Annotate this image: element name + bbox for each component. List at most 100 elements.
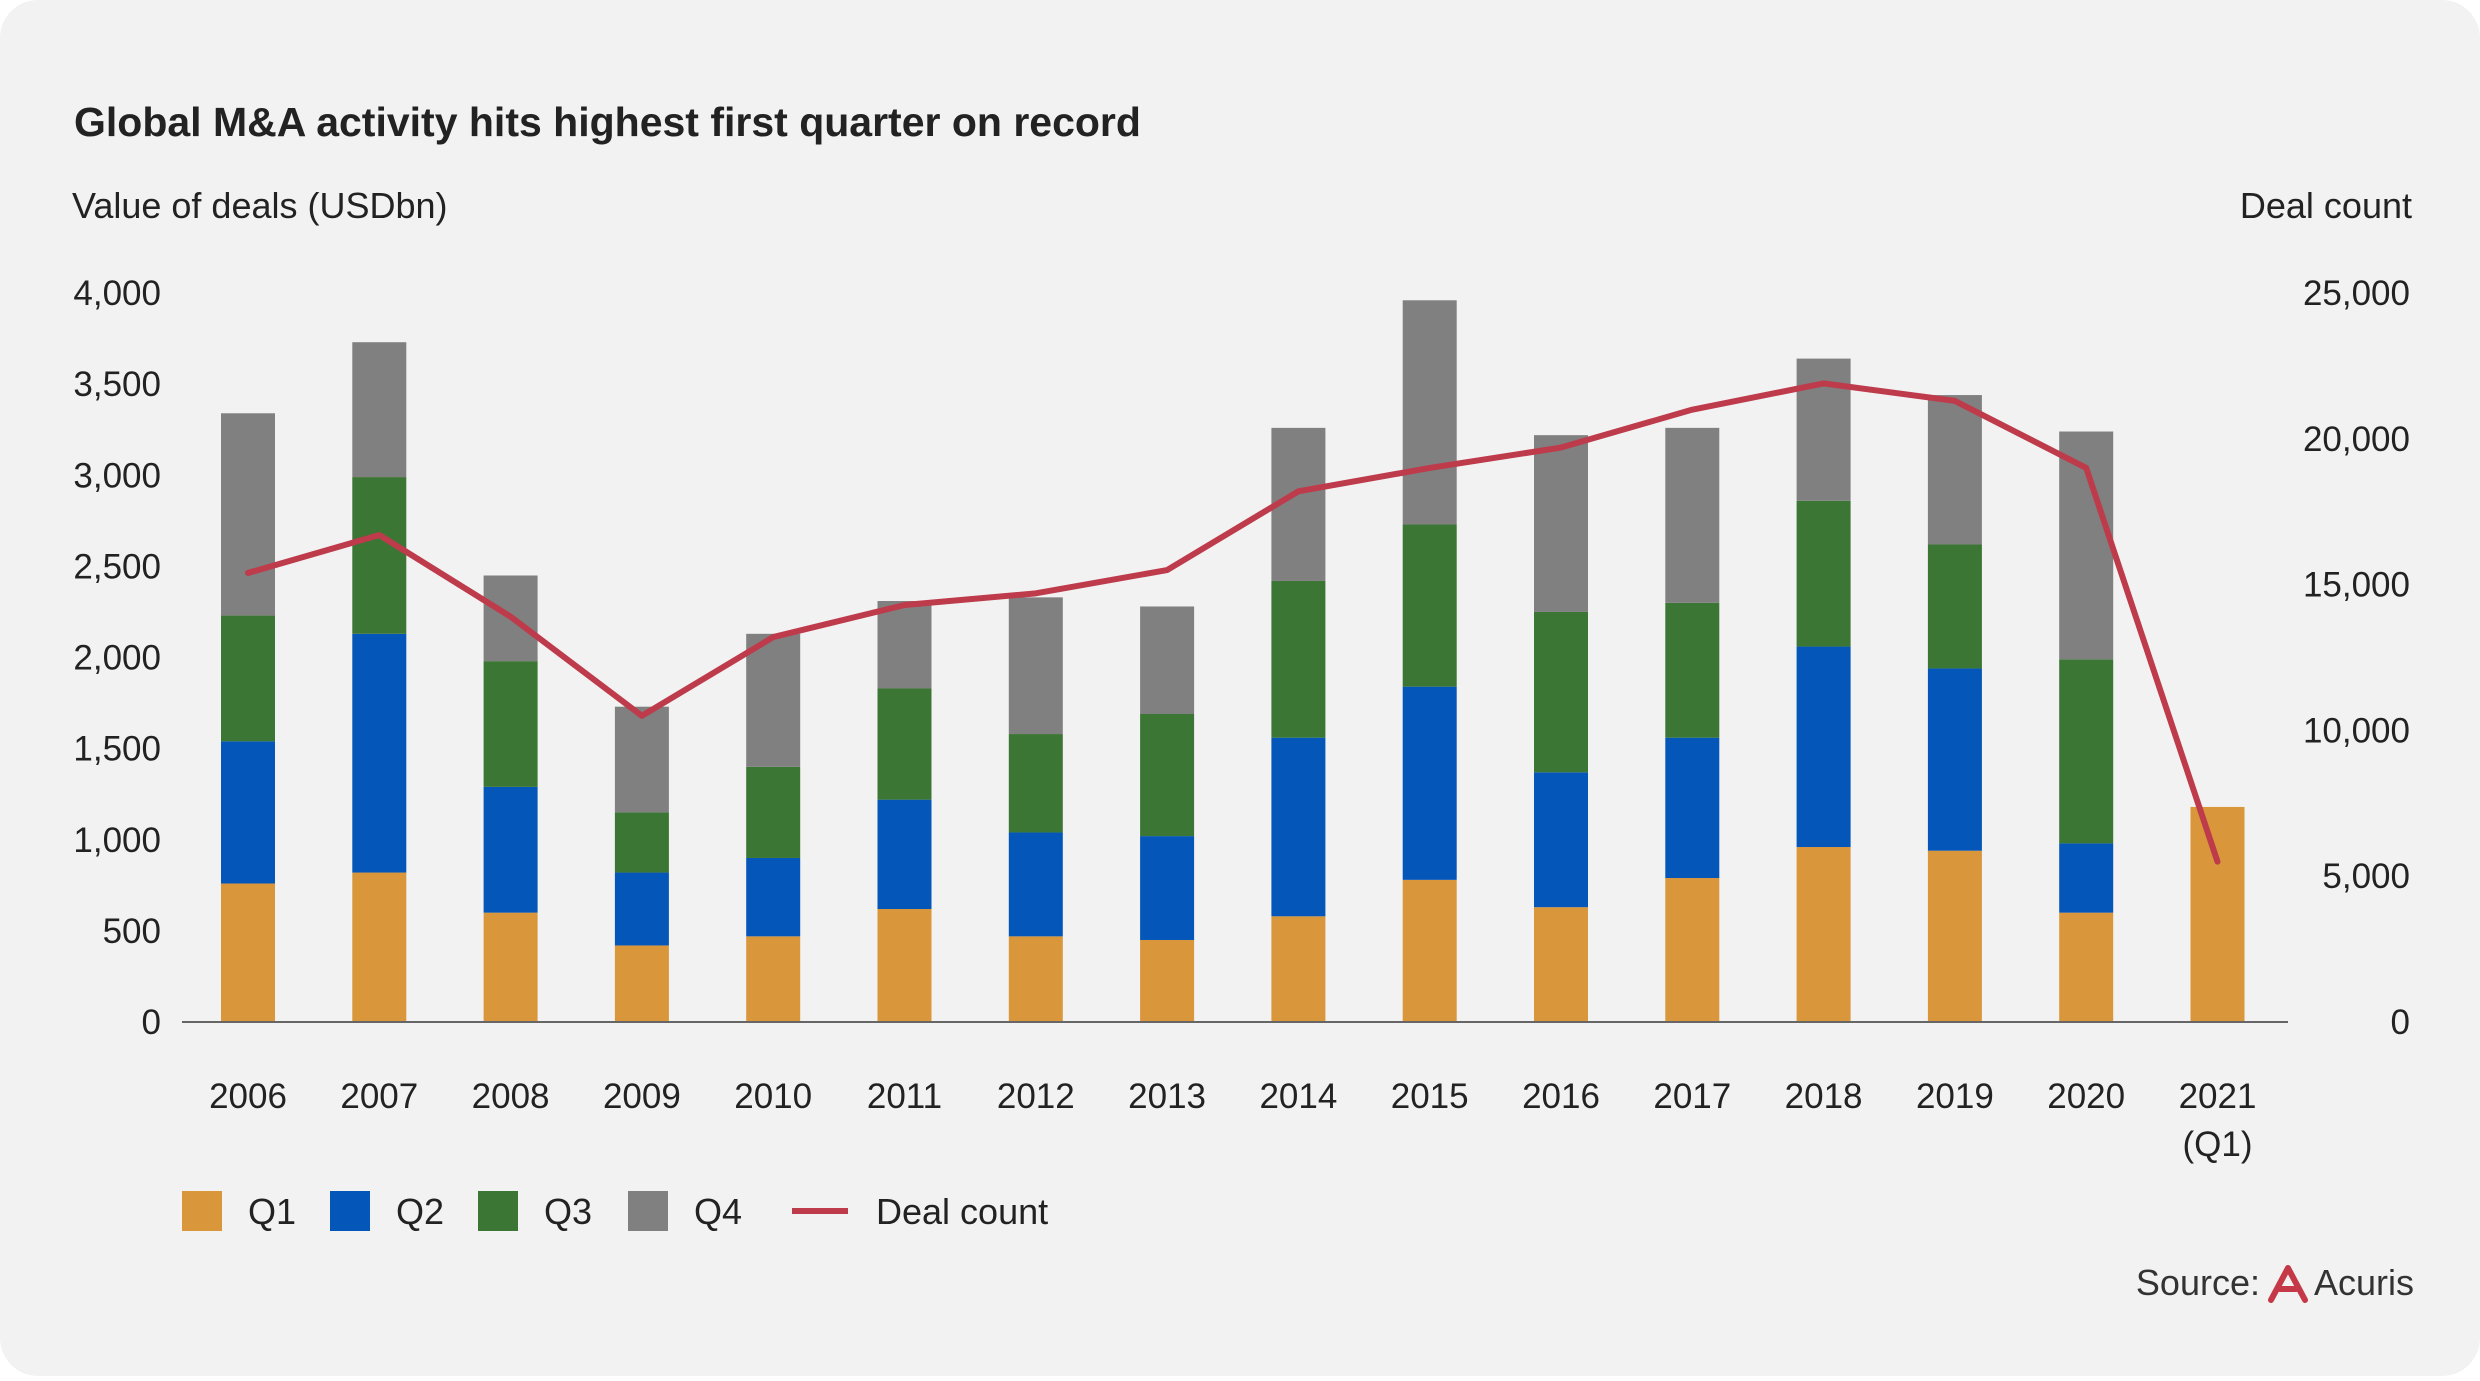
legend-swatch-q4 [628,1191,668,1231]
bar-q3-2006 [221,615,275,742]
bar-q3-2018 [1796,500,1851,647]
bar-q3-2010 [746,766,801,858]
bar-q4-2016 [1534,435,1588,612]
bar-q1-2011 [877,909,932,1022]
source-note: Source: Acuris [2136,1262,2414,1303]
x-tick-label: 2011 [867,1077,942,1116]
bar-q2-2011 [877,799,932,910]
bar-q4-2017 [1665,427,1720,603]
y-tick-label: 1,500 [73,730,161,769]
bar-q3-2019 [1927,544,1982,669]
bar-q3-2017 [1665,602,1720,738]
legend-label: Q2 [396,1191,444,1232]
x-tick-label: 2013 [1128,1077,1206,1116]
x-axis-ticks: 2006 2007 2008 2009 2010 2011 2012 2013 2014 2015… [209,1077,2256,1164]
bar-q1-2010 [746,936,801,1022]
legend-label: Deal count [876,1191,1048,1232]
x-tick-label: 2019 [1916,1077,1994,1116]
x-tick-label: 2014 [1259,1077,1337,1116]
bar-q2-2017 [1665,737,1720,879]
x-tick-label: 2010 [734,1077,812,1116]
x-tick-label: 2008 [472,1077,550,1116]
y2-axis-title: Deal count [2240,185,2412,226]
bar-q1-2017 [1665,878,1720,1022]
bar-q2-2019 [1927,668,1982,851]
bar-q4-2011 [877,601,932,689]
y-tick-label: 1,000 [73,821,161,860]
deal-count-line [245,380,2221,865]
source-brand: Acuris [2314,1262,2414,1303]
bar-q3-2009 [614,812,669,873]
bar-q4-2019 [1927,395,1982,545]
y-axis-title: Value of deals (USDbn) [72,185,448,226]
bar-q2-2012 [1008,832,1063,937]
bar-q3-2014 [1271,580,1326,738]
bar-q1-2007 [352,872,407,1022]
y2-axis-ticks: 0 5,000 10,000 15,000 20,000 25,000 [2303,274,2410,1042]
bar-q4-2013 [1140,606,1195,714]
y-tick-label: 2,500 [73,547,161,586]
bar-q1-2006 [221,883,275,1022]
y-axis-ticks: 0 500 1,000 1,500 2,000 2,500 3,000 3,500 4,000 [73,274,161,1042]
bar-q4-2009 [614,706,669,813]
bar-q2-2009 [614,872,669,946]
y2-tick-label: 0 [2391,1003,2410,1042]
x-tick-label: 2009 [603,1077,681,1116]
x-tick-label: 2020 [2047,1077,2125,1116]
bar-q1-2012 [1008,936,1063,1022]
x-tick-label: 2007 [340,1077,418,1116]
bar-q3-2020 [2059,659,2114,844]
bar-q2-2014 [1271,737,1326,917]
y-tick-label: 2,000 [73,639,161,678]
bar-q2-2008 [483,786,538,913]
legend-swatch-q1 [182,1191,222,1231]
bar-q1-2013 [1140,939,1195,1022]
x-tick-label: 2012 [997,1077,1075,1116]
y2-tick-label: 5,000 [2322,857,2410,896]
bar-q1-2016 [1534,907,1588,1022]
bar-q2-2018 [1796,646,1851,848]
x-tick-label: 2006 [209,1077,287,1116]
y2-tick-label: 20,000 [2303,420,2410,459]
x-tick-label: 2018 [1785,1077,1863,1116]
bar-q3-2012 [1008,734,1063,833]
x-tick-label: 2021 [2179,1077,2257,1116]
chart-title: Global M&A activity hits highest first q… [74,99,1141,145]
y-tick-label: 3,500 [73,365,161,404]
legend: Q1 Q2 Q3 Q4 Deal count [182,1191,1048,1232]
y2-tick-label: 25,000 [2303,274,2410,313]
bar-q4-2007 [352,342,407,478]
bar-q3-2011 [877,688,932,800]
y-tick-label: 3,000 [73,456,161,495]
x-tick-sublabel: (Q1) [2183,1125,2253,1164]
bar-q2-2016 [1534,772,1588,908]
bar-q1-2019 [1927,850,1982,1022]
y2-tick-label: 10,000 [2303,711,2410,750]
bar-q1-2018 [1796,847,1851,1022]
bar-q1-2021 [2190,806,2245,1022]
bar-q2-2010 [746,857,801,937]
bar-q2-2013 [1140,836,1195,940]
bar-q2-2020 [2059,843,2114,913]
legend-label: Q4 [694,1191,742,1232]
bar-q4-2015 [1402,300,1457,525]
y-tick-label: 500 [103,912,161,951]
bar-q4-2010 [746,633,801,767]
y2-tick-label: 15,000 [2303,566,2410,605]
y-tick-label: 0 [142,1003,161,1042]
source-label: Source: [2136,1262,2260,1303]
x-tick-label: 2017 [1653,1077,1731,1116]
bars [221,300,2245,1022]
bar-q1-2009 [614,945,669,1022]
bar-q2-2015 [1402,686,1457,880]
bar-q1-2015 [1402,879,1457,1022]
bar-q1-2014 [1271,916,1326,1022]
bar-q1-2020 [2059,912,2114,1022]
bar-q2-2006 [221,741,275,884]
bar-q4-2012 [1008,597,1063,735]
bar-q3-2016 [1534,611,1588,773]
y-tick-label: 4,000 [73,274,161,313]
legend-label: Q3 [544,1191,592,1232]
bar-q3-2015 [1402,524,1457,687]
